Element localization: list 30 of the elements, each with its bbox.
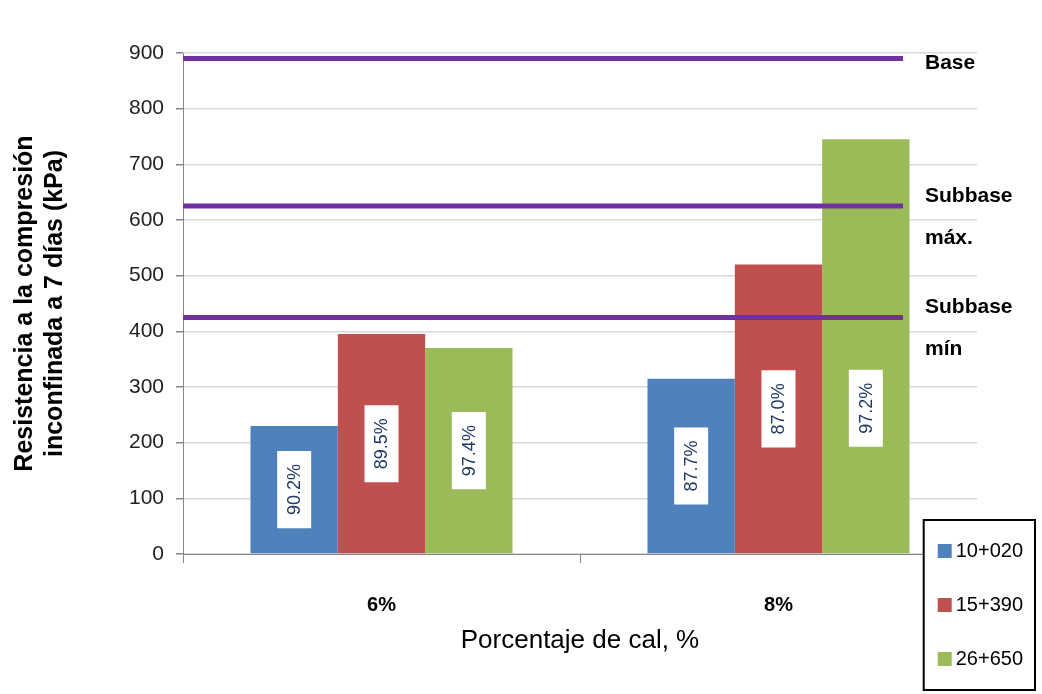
ref-line-label: Subbase máx. [925,182,1013,248]
x-tick-label: 8% [764,592,794,615]
y-axis-title: Resistencia a la compresión inconfinada a 7 días (kPa) [8,135,67,472]
y-tick-label: 500 [128,262,164,286]
bar [734,264,823,554]
bar [822,139,910,554]
y-tick-label: 0 [152,540,164,564]
ref-line-label: Subbase mín [925,294,1013,360]
ref-line-label: Base [925,50,976,74]
y-tick-label: 900 [128,39,164,63]
annotation: 87.7% [681,440,702,492]
y-tick-label: 300 [128,373,164,397]
x-tick-label: 6% [367,592,397,615]
y-tick-label: 800 [128,95,164,119]
bar [425,348,513,554]
annotation: 90.2% [284,464,305,516]
y-tick-label: 600 [128,206,164,230]
y-tick-label: 700 [128,151,164,175]
annotation: 97.4% [458,425,479,477]
x-axis-title: Porcentaje de cal, % [460,623,700,654]
y-tick-label: 100 [128,485,164,509]
annotation: 97.2% [855,382,876,434]
legend-label: 10+020 [955,538,1023,561]
y-tick-label: 200 [128,429,164,453]
legend-label: 26+650 [955,646,1023,669]
annotation: 89.5% [371,418,392,470]
legend-label: 15+390 [955,592,1023,615]
bar [337,334,426,554]
y-tick-label: 400 [128,318,164,342]
annotation: 87.0% [768,383,789,435]
